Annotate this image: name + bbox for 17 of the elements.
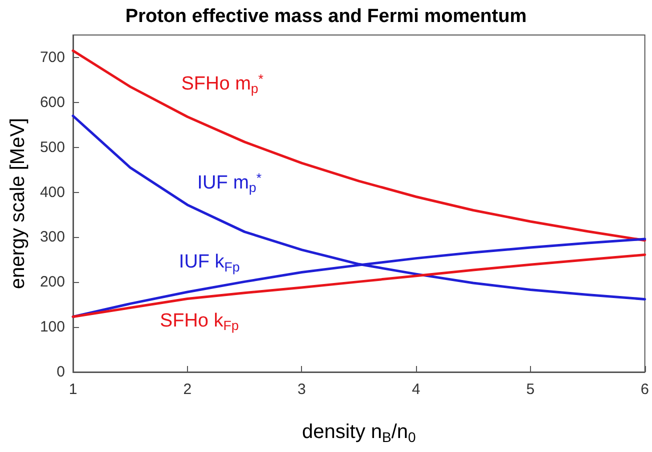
x-tick-label: 6 — [640, 381, 649, 398]
x-tick-label: 5 — [526, 381, 535, 398]
line-series — [72, 49, 646, 242]
y-tick-label: 500 — [40, 138, 65, 156]
chart-title: Proton effective mass and Fermi momentum — [125, 6, 527, 27]
y-tick-label: 600 — [40, 94, 65, 111]
y-tick-label: 300 — [40, 228, 65, 246]
y-tick-label: 700 — [40, 48, 65, 66]
x-tick-label: 3 — [298, 381, 306, 398]
y-tick-label: 200 — [40, 274, 65, 291]
y-axis-title: energy scale [MeV] — [7, 118, 29, 290]
x-tick-label: 2 — [183, 381, 192, 398]
y-tick-label: 0 — [56, 364, 65, 380]
x-tick-label: 1 — [68, 381, 78, 398]
x-tick-label: 4 — [412, 381, 420, 398]
y-tick-label: 400 — [40, 184, 65, 201]
y-tick-label: 100 — [40, 318, 65, 336]
